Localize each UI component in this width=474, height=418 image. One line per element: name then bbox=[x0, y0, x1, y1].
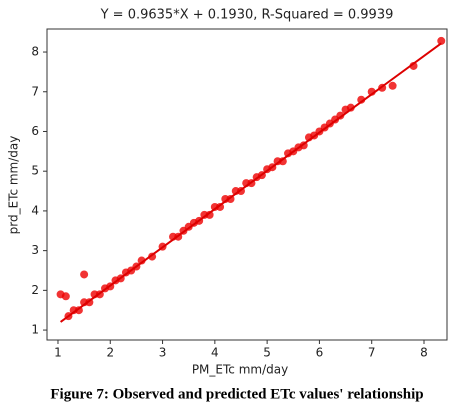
scatter-point bbox=[437, 36, 446, 45]
y-tick-label: 3 bbox=[31, 243, 39, 257]
scatter-point bbox=[278, 157, 287, 166]
y-tick-label: 2 bbox=[31, 283, 39, 297]
figure-caption: Figure 7: Observed and predicted ETc val… bbox=[50, 386, 423, 402]
y-axis-label: prd_ETc mm/day bbox=[7, 136, 21, 235]
y-tick-label: 1 bbox=[31, 323, 39, 337]
scatter-point bbox=[205, 210, 214, 219]
y-tick-label: 8 bbox=[31, 45, 39, 59]
y-tick-label: 5 bbox=[31, 164, 39, 178]
scatter-point bbox=[61, 292, 70, 301]
scatter-point bbox=[80, 270, 89, 279]
plot-frame bbox=[46, 28, 448, 341]
x-tick-label: 2 bbox=[106, 346, 114, 360]
regression-line bbox=[60, 42, 442, 323]
x-tick-label: 3 bbox=[159, 346, 167, 360]
x-tick-label: 5 bbox=[263, 346, 271, 360]
scatter-point bbox=[137, 256, 146, 265]
x-axis-label: PM_ETc mm/day bbox=[192, 363, 288, 377]
x-tick-label: 7 bbox=[368, 346, 376, 360]
chart-title: Y = 0.9635*X + 0.1930, R-Squared = 0.993… bbox=[100, 8, 394, 23]
x-tick-label: 4 bbox=[211, 346, 219, 360]
y-tick-label: 7 bbox=[31, 84, 39, 98]
y-tick-label: 6 bbox=[31, 124, 39, 138]
x-tick-label: 8 bbox=[420, 346, 428, 360]
y-tick-label: 4 bbox=[31, 203, 39, 217]
scatter-point bbox=[357, 95, 366, 104]
scatter-point bbox=[388, 81, 397, 90]
scatter-point bbox=[346, 103, 355, 112]
x-tick-label: 6 bbox=[316, 346, 324, 360]
x-tick-label: 1 bbox=[54, 346, 62, 360]
